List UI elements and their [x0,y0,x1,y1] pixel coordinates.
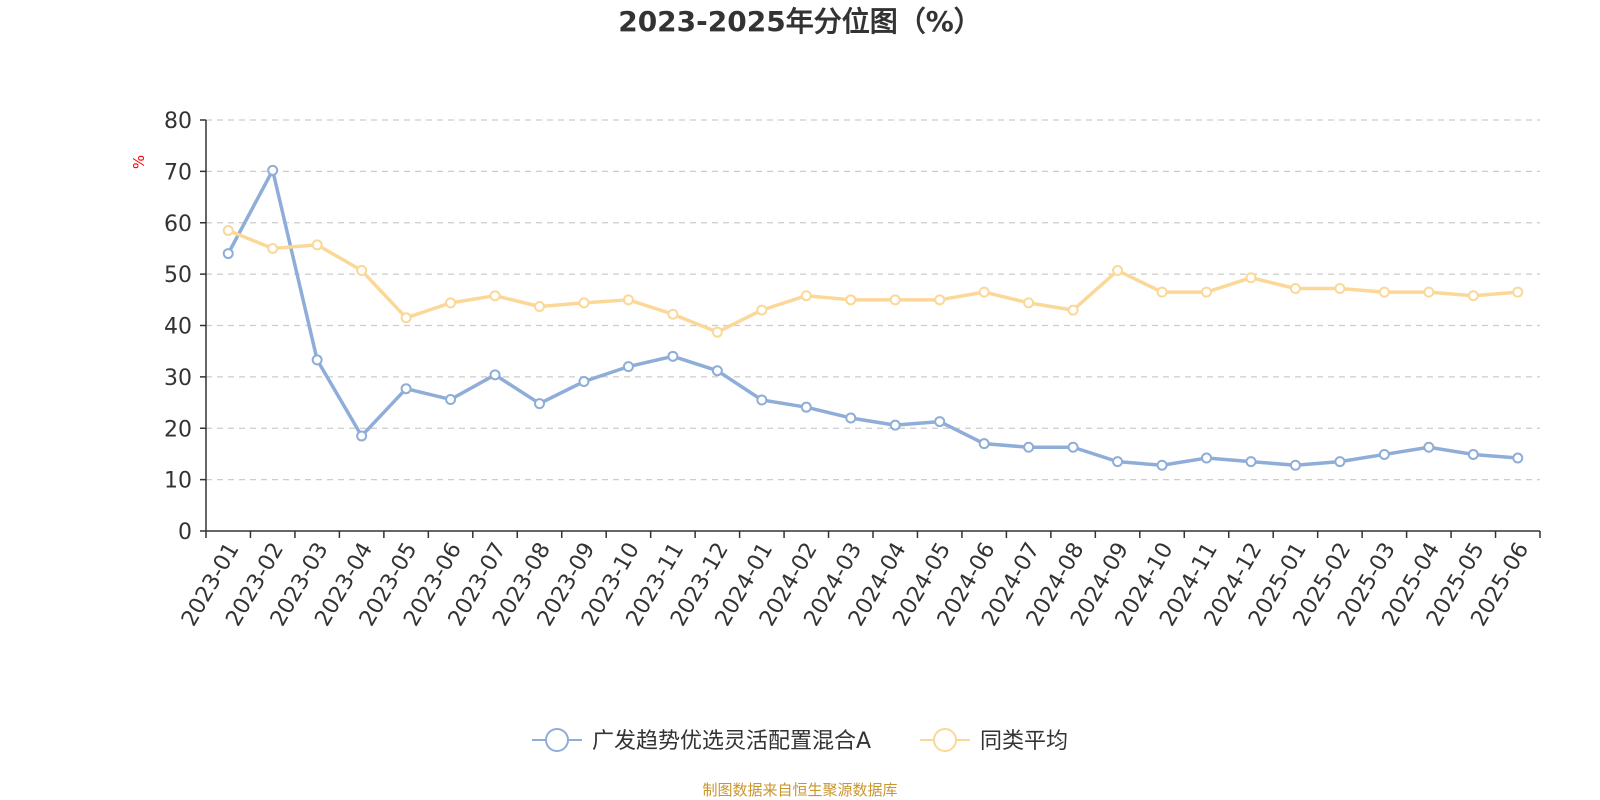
legend-item[interactable]: 广发趋势优选灵活配置混合A [532,728,871,754]
data-point[interactable] [400,312,412,324]
data-point[interactable] [1201,452,1212,464]
y-tick-label: 20 [164,417,192,442]
data-point[interactable] [667,308,679,320]
data-point[interactable] [578,375,590,387]
data-point[interactable] [489,369,501,381]
data-point[interactable] [845,412,857,424]
y-tick-label: 30 [164,366,192,391]
data-point[interactable] [1512,286,1524,298]
data-point[interactable] [934,294,946,306]
data-point[interactable] [1334,283,1346,295]
y-tick-label: 50 [164,263,192,288]
data-point[interactable] [1067,441,1079,453]
data-point[interactable] [222,248,234,260]
data-point[interactable] [1334,456,1346,468]
series-line [226,228,1520,334]
data-point[interactable] [1245,272,1257,284]
data-point[interactable] [1467,290,1479,302]
data-point[interactable] [400,383,412,395]
series-1 [222,164,1524,471]
data-point[interactable] [1023,441,1035,453]
legend[interactable]: 广发趋势优选灵活配置混合A 同类平均 [532,728,1068,754]
y-tick-label: 0 [178,520,192,545]
data-point[interactable] [1467,448,1479,460]
data-point[interactable] [1512,452,1524,464]
legend-label: 广发趋势优选灵活配置混合A [592,729,871,754]
legend-marker-icon [545,728,569,752]
data-point[interactable] [267,242,279,254]
data-point[interactable] [889,419,901,431]
source-note: 制图数据来自恒生聚源数据库 [702,781,898,799]
chart-title: 2023-2025年分位图（%） [618,5,982,38]
data-point[interactable] [311,354,323,366]
series-lines [222,164,1524,471]
data-point[interactable] [800,290,812,302]
data-point[interactable] [1112,265,1124,277]
data-point[interactable] [756,394,768,406]
y-tick-label: 40 [164,315,192,340]
data-point[interactable] [1112,456,1124,468]
data-point[interactable] [934,416,946,428]
data-point[interactable] [1245,456,1257,468]
data-point[interactable] [1378,448,1390,460]
data-point[interactable] [1423,441,1435,453]
data-point[interactable] [1201,286,1212,298]
data-point[interactable] [711,326,723,338]
series-2 [222,224,1524,338]
data-point[interactable] [578,297,590,309]
data-point[interactable] [489,290,501,302]
y-tick-label: 60 [164,212,192,237]
data-point[interactable] [978,438,990,450]
data-point[interactable] [445,297,457,309]
axes: 010203040506070802023-012023-022023-0320… [164,109,1541,631]
y-tick-label: 80 [164,109,192,134]
data-point[interactable] [534,398,545,410]
data-point[interactable] [889,294,901,306]
data-point[interactable] [1289,283,1301,295]
data-point[interactable] [1423,286,1435,298]
data-point[interactable] [1156,286,1168,298]
data-point[interactable] [978,286,990,298]
data-point[interactable] [1289,459,1301,471]
data-point[interactable] [1067,304,1079,316]
y-tick-label: 70 [164,160,192,185]
data-point[interactable] [800,401,812,413]
data-point[interactable] [756,304,768,316]
data-point[interactable] [711,365,723,377]
data-point[interactable] [445,393,457,405]
data-point[interactable] [356,265,368,277]
data-point[interactable] [267,164,279,176]
legend-item[interactable]: 同类平均 [920,728,1068,754]
legend-marker-icon [933,728,957,752]
data-point[interactable] [1378,286,1390,298]
y-tick-label: 10 [164,469,192,494]
data-point[interactable] [1156,459,1168,471]
data-point[interactable] [622,361,634,373]
data-point[interactable] [222,224,234,236]
y-axis-unit-label: % [130,155,148,169]
data-point[interactable] [622,294,634,306]
data-point[interactable] [667,350,679,362]
series-line [226,168,1520,467]
legend-label: 同类平均 [980,729,1068,754]
data-point[interactable] [534,300,545,312]
data-point[interactable] [1023,297,1035,309]
data-point[interactable] [311,239,323,251]
data-point[interactable] [356,430,368,442]
data-point[interactable] [845,294,857,306]
gridlines [206,119,1540,481]
